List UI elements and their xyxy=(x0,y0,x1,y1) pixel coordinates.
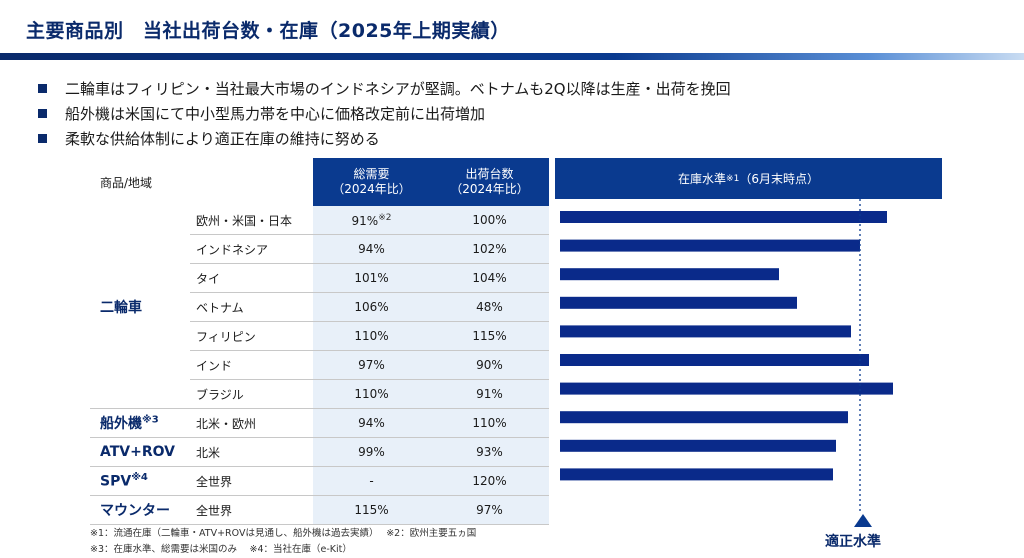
shipments-table: 商品/地域 総需要 （2024年比） 出荷台数 （2024年比） 二輪車 欧州・… xyxy=(90,158,549,525)
inventory-bar xyxy=(560,439,836,452)
inventory-bar xyxy=(560,211,887,223)
appropriate-level-triangle-icon xyxy=(854,514,872,527)
shipments-cell: 48% xyxy=(430,292,549,322)
region-cell: 北米 xyxy=(190,437,313,467)
footnotes: ※1：流通在庫（二輪車・ATV+ROVは見通し、船外機は過去実績） ※2：欧州主… xyxy=(90,526,476,558)
demand-cell: 110% xyxy=(313,379,430,409)
category-atv: ATV+ROV xyxy=(90,437,190,467)
table-row: SPV※4 全世界 - 120% xyxy=(90,466,549,496)
demand-cell: 101% xyxy=(313,263,430,293)
demand-cell: 115% xyxy=(313,495,430,525)
region-cell: インド xyxy=(190,350,313,380)
bullet-item: 柔軟な供給体制により適正在庫の維持に努める xyxy=(38,126,731,151)
footnote-line: ※1：流通在庫（二輪車・ATV+ROVは見通し、船外機は過去実績） ※2：欧州主… xyxy=(90,528,477,539)
shipments-cell: 115% xyxy=(430,321,549,351)
demand-cell: 99% xyxy=(313,437,430,467)
table-row: 船外機※3 北米・欧州 94% 110% xyxy=(90,408,549,438)
inventory-bar xyxy=(560,296,797,309)
table-header-row: 商品/地域 総需要 （2024年比） 出荷台数 （2024年比） xyxy=(90,158,549,206)
category-spv-label: SPV xyxy=(100,473,132,490)
appropriate-level-label: 適正水準 xyxy=(825,534,881,550)
footnote-line: ※3：在庫水準、総需要は米国のみ ※4：当社在庫（e-Kit） xyxy=(90,544,352,555)
inventory-chart-footnote: ※1 xyxy=(726,173,740,184)
inventory-bar-chart xyxy=(560,199,893,512)
demand-cell: 97% xyxy=(313,350,430,380)
category-outboard: 船外機※3 xyxy=(90,408,190,438)
table-row: ベトナム 106% 48% xyxy=(90,292,549,322)
region-cell: インドネシア xyxy=(190,234,313,264)
title-underline-bar xyxy=(0,53,1024,60)
shipments-cell: 100% xyxy=(430,206,549,235)
demand-cell: 94% xyxy=(313,408,430,438)
shipments-cell: 110% xyxy=(430,408,549,438)
shipments-cell: 104% xyxy=(430,263,549,293)
region-cell: ベトナム xyxy=(190,292,313,322)
demand-cell: - xyxy=(313,466,430,496)
page-title: 主要商品別 当社出荷台数・在庫（2025年上期実績） xyxy=(26,20,510,42)
inventory-chart-suffix: （6月末時点） xyxy=(739,172,819,186)
inventory-bar xyxy=(560,354,869,366)
category-spv: SPV※4 xyxy=(90,466,190,496)
category-spv-footnote: ※4 xyxy=(131,472,148,484)
bullet-text: 船外機は米国にて中小型馬力帯を中心に価格改定前に出荷増加 xyxy=(65,105,486,123)
region-cell: 北米・欧州 xyxy=(190,408,313,438)
category-outboard-footnote: ※3 xyxy=(142,414,159,426)
table-row: フィリピン 110% 115% xyxy=(90,321,549,351)
bullet-list: 二輪車はフィリピン・当社最大市場のインドネシアが堅調。ベトナムも2Q以降は生産・… xyxy=(38,76,731,151)
shipments-cell: 90% xyxy=(430,350,549,380)
header-shipments: 出荷台数 （2024年比） xyxy=(430,158,549,206)
table-row: ブラジル 110% 91% xyxy=(90,379,549,409)
table-row: ATV+ROV 北米 99% 93% xyxy=(90,437,549,467)
demand-value: 91% xyxy=(351,213,379,228)
bullet-text: 二輪車はフィリピン・当社最大市場のインドネシアが堅調。ベトナムも2Q以降は生産・… xyxy=(65,80,731,98)
shipments-cell: 120% xyxy=(430,466,549,496)
shipments-cell: 102% xyxy=(430,234,549,264)
inventory-bar xyxy=(560,382,893,395)
category-outboard-label: 船外機 xyxy=(100,416,142,432)
header-demand-title: 総需要 xyxy=(353,167,390,181)
header-demand: 総需要 （2024年比） xyxy=(313,158,430,206)
shipments-cell: 91% xyxy=(430,379,549,409)
table-row: マウンター 全世界 115% 97% xyxy=(90,495,549,525)
inventory-bar xyxy=(560,268,779,281)
shipments-cell: 97% xyxy=(430,495,549,525)
header-shipments-sub: （2024年比） xyxy=(450,182,529,196)
bullet-square-icon xyxy=(38,134,47,143)
region-cell: 欧州・米国・日本 xyxy=(190,206,313,235)
inventory-chart-header: 在庫水準 ※1 （6月末時点） xyxy=(555,158,942,199)
inventory-chart-title: 在庫水準 xyxy=(678,172,727,186)
region-cell: 全世界 xyxy=(190,495,313,525)
bullet-square-icon xyxy=(38,109,47,118)
shipments-cell: 93% xyxy=(430,437,549,467)
header-demand-sub: （2024年比） xyxy=(332,182,411,196)
table-row: インドネシア 94% 102% xyxy=(90,234,549,264)
demand-cell: 91%※2 xyxy=(313,206,430,235)
region-cell: フィリピン xyxy=(190,321,313,351)
region-cell: ブラジル xyxy=(190,379,313,409)
region-cell: タイ xyxy=(190,263,313,293)
demand-cell: 106% xyxy=(313,292,430,322)
bullet-item: 船外機は米国にて中小型馬力帯を中心に価格改定前に出荷増加 xyxy=(38,101,731,126)
table-row: インド 97% 90% xyxy=(90,350,549,380)
bullet-text: 柔軟な供給体制により適正在庫の維持に努める xyxy=(65,130,380,148)
bullet-square-icon xyxy=(38,84,47,93)
demand-footnote: ※2 xyxy=(378,212,392,223)
category-motorcycle: 二輪車 xyxy=(90,206,190,409)
demand-cell: 110% xyxy=(313,321,430,351)
header-category: 商品/地域 xyxy=(100,175,153,190)
inventory-bar xyxy=(560,239,860,252)
demand-cell: 94% xyxy=(313,234,430,264)
inventory-bar xyxy=(560,325,851,338)
table-row: 二輪車 欧州・米国・日本 91%※2 100% xyxy=(90,206,549,409)
inventory-bar xyxy=(560,468,833,481)
category-mountain: マウンター xyxy=(90,495,190,525)
table-row: タイ 101% 104% xyxy=(90,263,549,293)
bullet-item: 二輪車はフィリピン・当社最大市場のインドネシアが堅調。ベトナムも2Q以降は生産・… xyxy=(38,76,731,101)
header-shipments-title: 出荷台数 xyxy=(465,167,514,181)
region-cell: 全世界 xyxy=(190,466,313,496)
inventory-bar xyxy=(560,411,848,424)
